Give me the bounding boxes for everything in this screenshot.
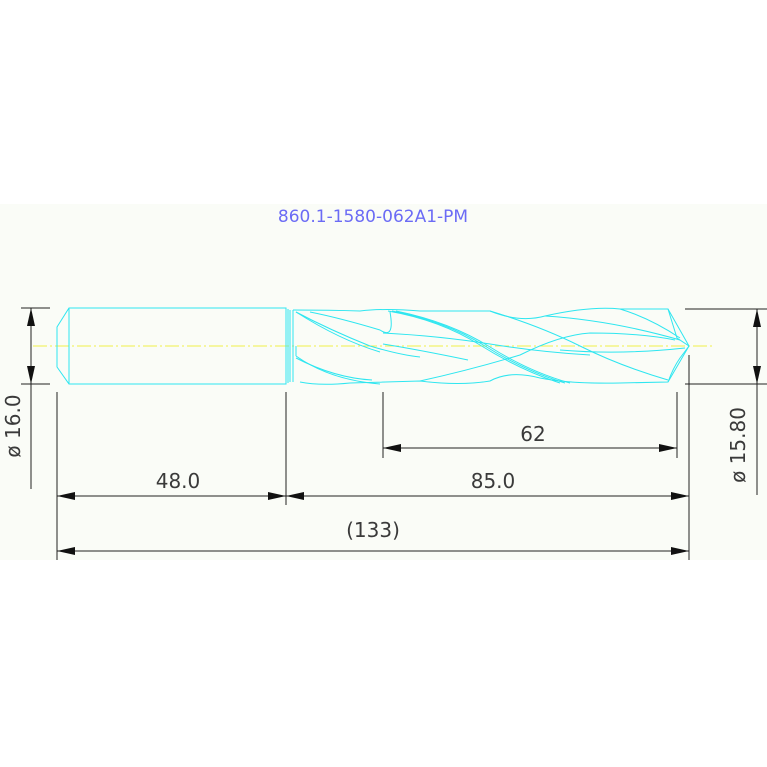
body-length-label: 85.0 bbox=[471, 469, 516, 493]
shank-length-label: 48.0 bbox=[156, 469, 201, 493]
overall-length-label: (133) bbox=[346, 518, 400, 542]
fluted-body bbox=[292, 307, 690, 385]
shank bbox=[56, 307, 294, 385]
part-number-title: 860.1-1580-062A1-PM bbox=[278, 207, 468, 227]
shank-length-dimension: 48.0 bbox=[57, 469, 689, 500]
overall-length-dimension: (133) bbox=[57, 518, 689, 555]
shank-diameter-dimension: ø 16.0 bbox=[1, 307, 50, 489]
shank-diameter-label: ø 16.0 bbox=[1, 394, 25, 457]
flute-length-dimension: 62 bbox=[383, 422, 677, 452]
drill-diameter-label: ø 15.80 bbox=[726, 407, 750, 483]
body-length-dimension: 85.0 bbox=[286, 469, 689, 500]
extension-lines bbox=[56, 355, 690, 560]
flute-length-label: 62 bbox=[520, 422, 545, 446]
drill-diameter-dimension: ø 15.80 bbox=[685, 308, 767, 495]
